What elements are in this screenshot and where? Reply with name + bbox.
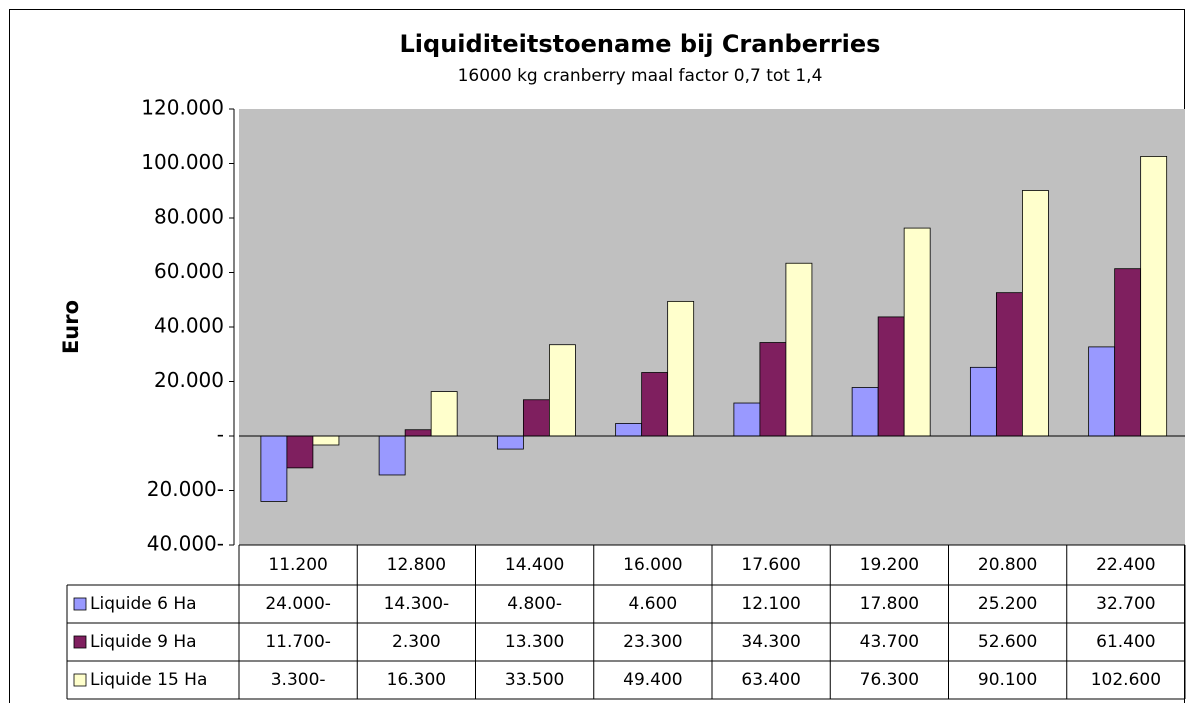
table-value: 14.300- [384, 594, 450, 614]
y-tick-label: 40.000 [154, 314, 224, 338]
bar [549, 344, 576, 437]
y-tick-label: 100.000 [141, 150, 224, 174]
table-value: 90.100 [978, 670, 1037, 690]
bar [430, 391, 458, 437]
table-value: 32.700 [1096, 594, 1155, 614]
chart-subtitle: 16000 kg cranberry maal factor 0,7 tot 1… [458, 66, 823, 86]
table-value: 4.800- [507, 594, 562, 614]
y-tick-label: 60.000 [154, 259, 224, 283]
table-value: 12.100 [741, 594, 800, 614]
bar [404, 429, 432, 437]
bar [286, 435, 314, 469]
legend-label: Liquide 6 Ha [90, 594, 197, 614]
table-value: 17.800 [860, 594, 919, 614]
table-value: 52.600 [978, 632, 1037, 652]
y-tick-label: 80.000 [154, 205, 224, 229]
bar [785, 262, 813, 437]
legend-label: Liquide 15 Ha [90, 670, 207, 690]
bar [496, 435, 524, 450]
table-value: 11.700- [265, 632, 331, 652]
table-value: 2.300 [392, 632, 441, 652]
bar [615, 423, 643, 437]
y-tick-label: 20.000 [154, 368, 224, 392]
legend-key [73, 635, 87, 649]
y-tick-label: 120.000 [141, 96, 224, 120]
table-value: 3.300- [271, 670, 326, 690]
table-value: 102.600 [1091, 670, 1161, 690]
bar [903, 227, 931, 437]
table-value: 49.400 [623, 670, 682, 690]
x-tick-label: 16.000 [623, 555, 682, 575]
legend-key [73, 597, 87, 611]
bar [312, 435, 340, 446]
bar [877, 316, 905, 437]
table-value: 13.300 [505, 632, 564, 652]
table-value: 76.300 [860, 670, 919, 690]
table-value: 63.400 [741, 670, 800, 690]
bar [1088, 346, 1116, 437]
bar [522, 399, 550, 437]
table-value: 24.000- [265, 594, 331, 614]
bar [759, 342, 787, 437]
bar [1022, 190, 1049, 437]
bar [667, 300, 695, 437]
legend-key [73, 673, 87, 687]
bar [378, 435, 406, 476]
table-value: 25.200 [978, 594, 1037, 614]
bar [969, 366, 997, 437]
x-tick-label: 14.400 [505, 555, 564, 575]
table-value: 33.500 [505, 670, 564, 690]
x-tick-label: 17.600 [741, 555, 800, 575]
x-tick-label: 22.400 [1096, 555, 1155, 575]
legend-label: Liquide 9 Ha [90, 632, 197, 652]
table-value: 4.600 [629, 594, 678, 614]
x-tick-label: 12.800 [387, 555, 446, 575]
table-value: 34.300 [741, 632, 800, 652]
bar [260, 435, 288, 502]
x-tick-label: 20.800 [978, 555, 1037, 575]
table-value: 16.300 [387, 670, 446, 690]
table-value: 23.300 [623, 632, 682, 652]
table-value: 43.700 [860, 632, 919, 652]
y-axis-label: Euro [59, 300, 83, 354]
table-value: 61.400 [1096, 632, 1155, 652]
bar [995, 292, 1023, 437]
bar [1140, 156, 1168, 437]
bar [733, 402, 761, 437]
chart-title: Liquiditeitstoename bij Cranberries [400, 30, 881, 58]
bar [641, 372, 669, 437]
y-tick-label: - [217, 423, 224, 447]
bar [851, 387, 879, 437]
bar [1114, 268, 1142, 437]
x-tick-label: 11.200 [268, 555, 327, 575]
y-tick-label: 40.000- [147, 532, 224, 556]
x-tick-label: 19.200 [860, 555, 919, 575]
y-tick-label: 20.000- [147, 477, 224, 501]
